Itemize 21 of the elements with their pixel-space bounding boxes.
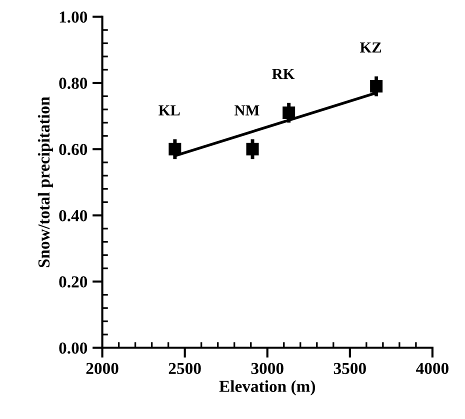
annotation: KL (158, 105, 180, 116)
y-tick-label: 0.00 (59, 342, 88, 354)
x-tick-label: 3500 (334, 362, 366, 374)
y-tick-label: 0.20 (59, 276, 88, 288)
point (246, 142, 259, 156)
x-tick-label: 4000 (416, 362, 448, 374)
annotation: RK (272, 68, 295, 79)
y-tick-label: 0.60 (59, 144, 88, 156)
x-axis-title: Elevation (m) (219, 380, 316, 396)
x-tick-label: 2500 (168, 362, 201, 374)
point (168, 142, 182, 156)
annotation: NM (234, 105, 260, 116)
y-tick-label: 0.40 (59, 210, 88, 222)
point (282, 106, 296, 120)
y-tick-label: 0.80 (59, 78, 88, 89)
y-axis-title: Snow/total precipitation (38, 96, 53, 268)
y-tick-label: 1.00 (60, 11, 88, 23)
point (370, 80, 383, 93)
annotation: KZ (360, 42, 382, 52)
x-tick-label: 2000 (86, 362, 118, 374)
x-tick-label: 3000 (251, 362, 284, 374)
